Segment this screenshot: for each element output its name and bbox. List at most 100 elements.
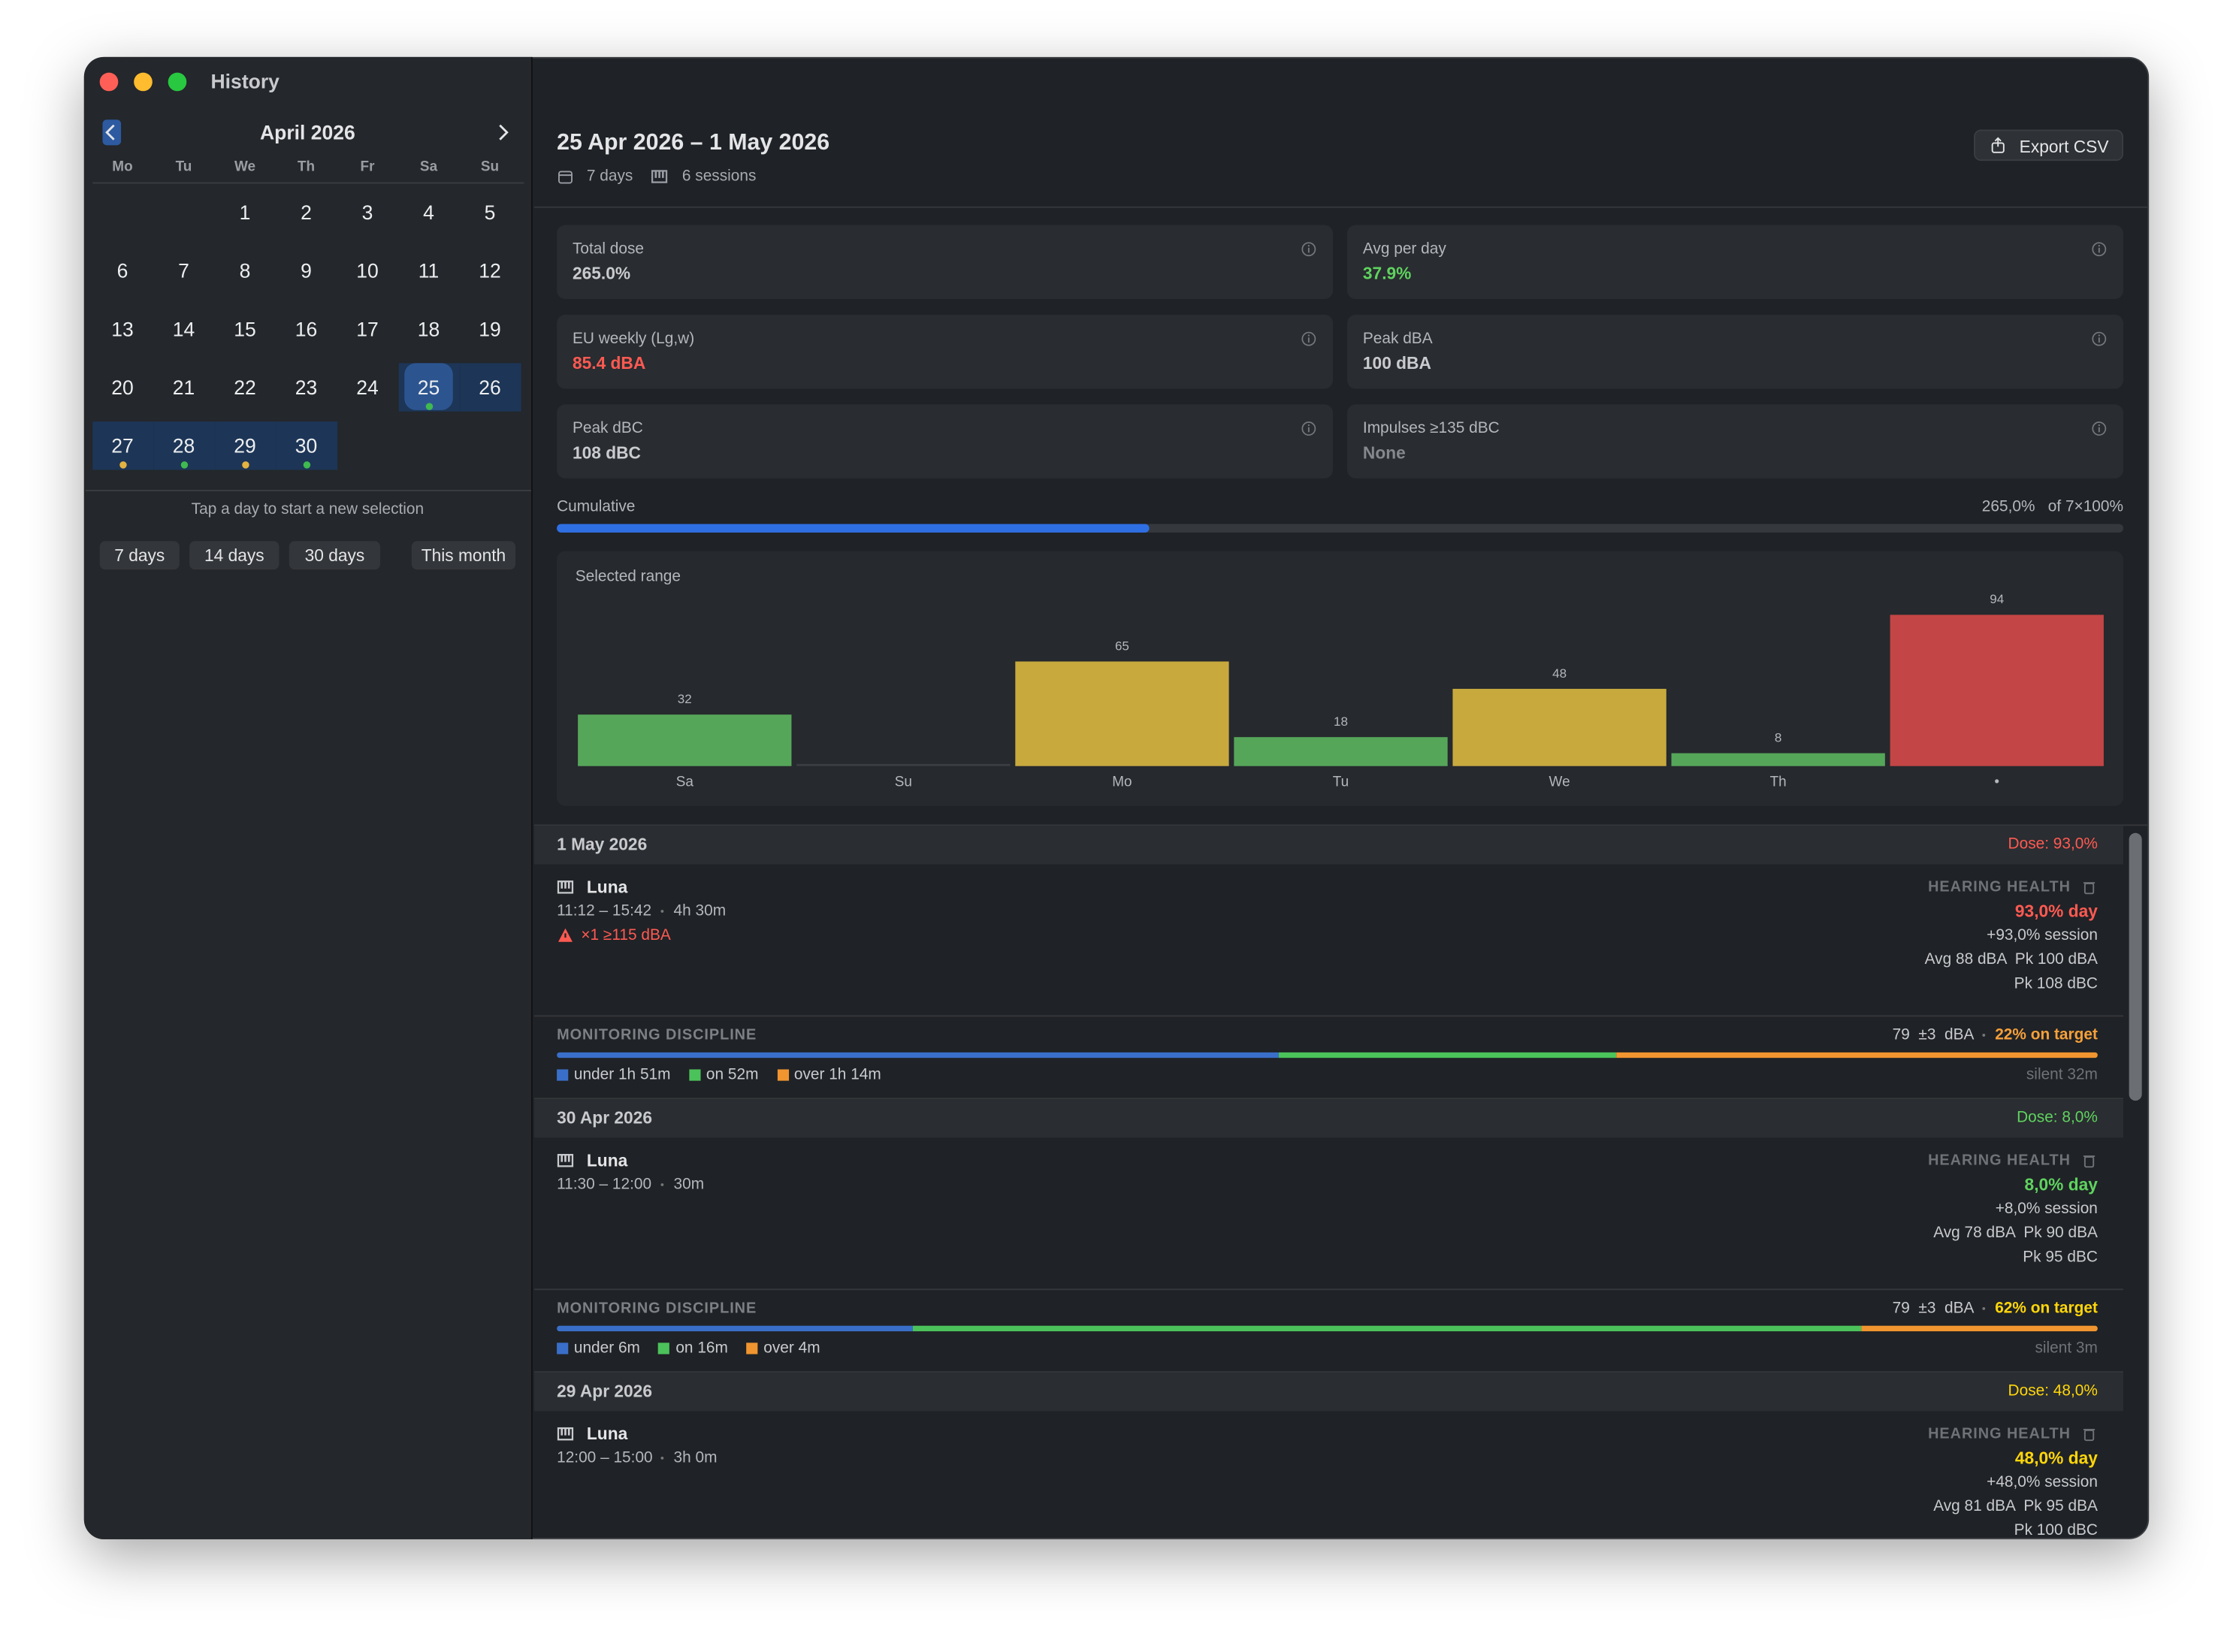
calendar-day[interactable]: 1 — [239, 201, 251, 224]
calendar-day[interactable]: 9 — [301, 258, 312, 282]
range-button-label[interactable]: This month — [421, 545, 506, 566]
window-control[interactable] — [98, 71, 118, 91]
session-peak-c: Pk 108 dBC — [2014, 975, 2098, 993]
calendar-day[interactable]: 22 — [234, 376, 256, 399]
calendar-day[interactable]: 19 — [479, 317, 501, 341]
separator-dot — [1982, 1034, 1986, 1037]
range-sessions: 6 sessions — [681, 168, 757, 186]
calendar-day[interactable]: 11 — [418, 258, 440, 282]
monitoring-segment — [1616, 1052, 2098, 1059]
legend-label: under 1h 51m — [573, 1066, 671, 1084]
session-dose: +48,0% session — [1987, 1473, 2098, 1491]
chevron[interactable] — [104, 122, 118, 143]
device-name: Luna — [586, 1424, 628, 1444]
range-button[interactable]: This month — [411, 541, 516, 570]
calendar-day[interactable]: 3 — [361, 201, 373, 224]
day-dose: Dose: 48,0% — [2008, 1382, 2098, 1400]
calendar-day[interactable]: 26 — [479, 376, 501, 399]
session-avg: Avg 78 dBA Pk 90 dBA — [1933, 1225, 2098, 1242]
metric-label: EU weekly (Lg,w) — [572, 330, 695, 348]
metric-card: Peak dBA 100 dBA — [1347, 314, 2124, 389]
session-dose: +8,0% session — [1995, 1200, 2098, 1218]
calendar-day[interactable]: 6 — [116, 258, 128, 282]
calendar-day[interactable]: 17 — [356, 317, 379, 341]
range-button-label[interactable]: 14 days — [204, 545, 264, 566]
legend-swatch — [689, 1069, 701, 1081]
x-tick-label: Th — [1770, 774, 1787, 790]
piano-icon — [651, 170, 668, 183]
window-control[interactable] — [167, 71, 186, 91]
month-title: April 2026 — [259, 121, 355, 144]
calendar-day[interactable]: 8 — [239, 258, 251, 282]
weekday-label: Th — [297, 159, 316, 176]
session-entry[interactable]: Luna 11:30 – 12:00 30m HEARING HEALTH 8,0% d… — [534, 1137, 2123, 1288]
calendar-day[interactable]: 7 — [178, 258, 189, 282]
calendar-day[interactable]: 25 — [417, 376, 440, 399]
bar — [1234, 737, 1448, 766]
calendar-day[interactable]: 5 — [484, 201, 496, 224]
info-icon — [1301, 331, 1316, 346]
monitoring-legend: under 1h 51m on 52m over 1h 14m — [557, 1064, 1554, 1086]
calendar-day[interactable]: 24 — [356, 376, 379, 399]
calendar-day[interactable]: 28 — [172, 434, 195, 458]
calendar-day[interactable]: 21 — [172, 376, 195, 399]
session-avg: Avg 81 dBA Pk 95 dBA — [1933, 1497, 2098, 1515]
session-time: 11:12 – 15:42 — [557, 902, 652, 920]
trash-part — [2083, 1429, 2095, 1442]
scrollbar-thumb[interactable] — [2129, 832, 2142, 1101]
range-button-label[interactable]: 30 days — [304, 545, 365, 566]
x-tick-label: Sa — [676, 774, 694, 790]
metric-value: 265.0% — [572, 263, 631, 284]
export-button[interactable]: Export CSV — [1974, 129, 2124, 162]
range-button[interactable]: 14 days — [189, 541, 280, 570]
separator-dot — [660, 1183, 664, 1186]
warn-icon — [557, 928, 573, 942]
cumulative-value: 265,0% — [1981, 498, 2035, 516]
range-button[interactable]: 7 days — [99, 541, 180, 570]
range-button[interactable]: 30 days — [289, 541, 381, 570]
calendar-day[interactable]: 30 — [295, 434, 318, 458]
session-avg: Avg 88 dBA Pk 100 dBA — [1924, 951, 2098, 968]
weekday-label: Su — [480, 159, 500, 176]
metric-label: Avg per day — [1362, 240, 1446, 258]
calendar-day[interactable]: 12 — [479, 258, 501, 282]
calendar-day[interactable]: 18 — [417, 317, 440, 341]
chevron[interactable] — [496, 122, 510, 143]
calendar-day[interactable]: 4 — [423, 201, 434, 224]
calendar-day[interactable]: 27 — [111, 434, 134, 458]
day-header: 29 Apr 2026 Dose: 48,0% — [533, 1373, 2124, 1412]
session-entry[interactable]: Luna 11:12 – 15:42 4h 30m ×1 ≥115 dBA HEARIN… — [534, 865, 2123, 1016]
export-label[interactable]: Export CSV — [2019, 136, 2109, 157]
chevron-path — [499, 124, 509, 140]
calendar-day[interactable]: 23 — [295, 376, 318, 399]
bar-value-label: 32 — [678, 692, 692, 706]
calendar-day[interactable]: 16 — [295, 317, 318, 341]
calendar-day[interactable]: 29 — [234, 434, 256, 458]
session-list: 1 May 2026 Dose: 93,0% Luna 11:12 – 15:42 4h… — [533, 826, 2124, 1538]
selection-hint: Tap a day to start a new selection — [191, 501, 425, 518]
header-divider — [533, 206, 2148, 208]
calendar-day[interactable]: 20 — [111, 376, 134, 399]
legend-item: under 1h 51m — [557, 1064, 671, 1086]
legend-swatch — [557, 1342, 569, 1355]
session-dose: +93,0% session — [1987, 926, 2098, 944]
calendar-day[interactable]: 2 — [301, 201, 312, 224]
x-tick-label: We — [1549, 774, 1570, 790]
session-entry[interactable]: Luna 12:00 – 15:00 3h 0m HEARING HEALTH 48,0… — [534, 1411, 2123, 1538]
weekday-label: Tu — [175, 159, 192, 176]
health-label: HEARING HEALTH — [1928, 1425, 2071, 1443]
calendar-day[interactable]: 15 — [234, 317, 256, 341]
legend-item: over 1h 14m — [777, 1064, 881, 1086]
calendar-day[interactable]: 14 — [172, 317, 195, 341]
window-control[interactable] — [133, 71, 152, 91]
metric-value: 100 dBA — [1362, 353, 1431, 373]
info-part — [2092, 421, 2107, 436]
calendar-day[interactable]: 13 — [111, 317, 134, 341]
monitoring-segment — [557, 1052, 1279, 1059]
metric-value: None — [1362, 442, 1406, 464]
session-duration: 4h 30m — [673, 902, 727, 920]
bar — [578, 714, 792, 766]
range-button-label[interactable]: 7 days — [114, 545, 165, 566]
calendar-day[interactable]: 10 — [356, 258, 379, 282]
